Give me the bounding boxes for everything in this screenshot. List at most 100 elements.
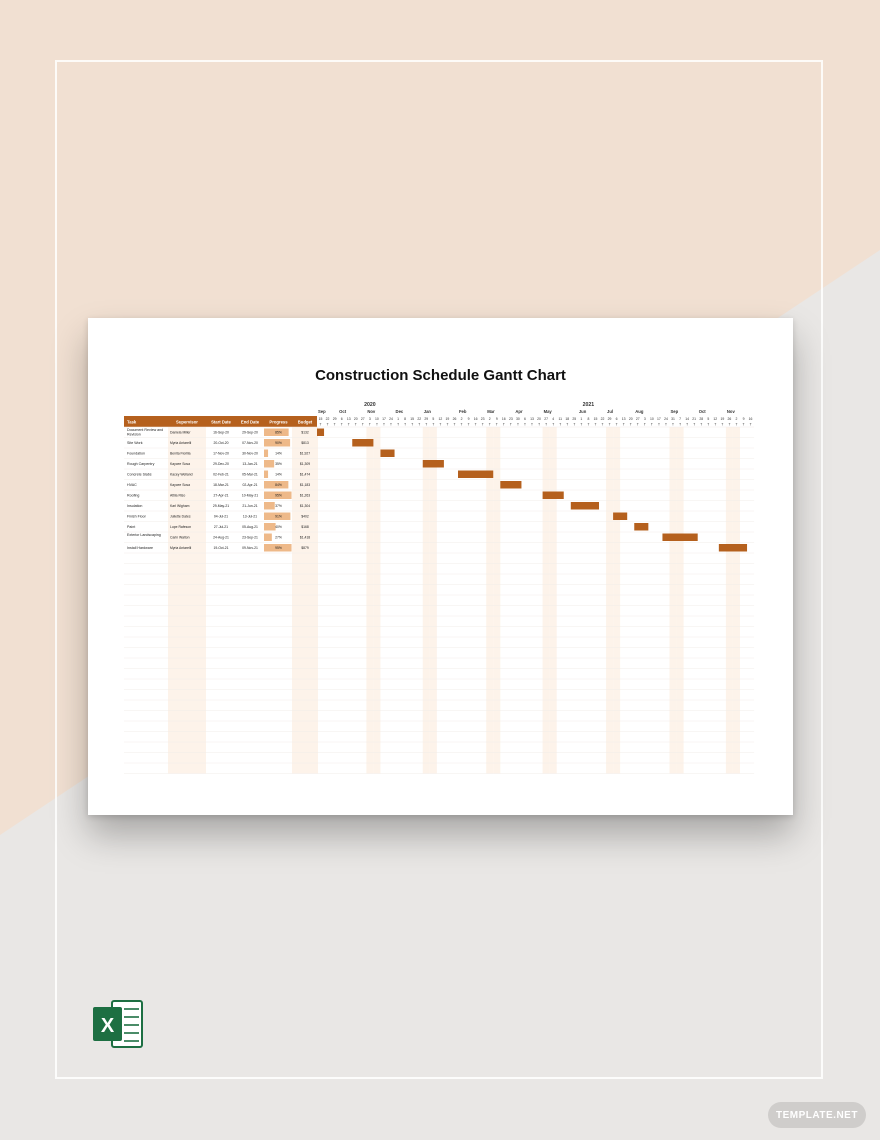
progress-bar: [264, 523, 276, 531]
timeline-day: 10: [375, 417, 379, 421]
timeline-day-initial: T: [545, 423, 547, 427]
progress-value: 14%: [275, 452, 282, 456]
start-date: 27-Apr-21: [213, 494, 228, 498]
timeline-day-initial: T: [658, 423, 660, 427]
timeline-day-initial: T: [602, 423, 604, 427]
svg-text:X: X: [101, 1015, 115, 1037]
timeline-day: 17: [657, 417, 661, 421]
timeline-month: Aug: [635, 409, 644, 414]
budget-value: $132: [301, 431, 309, 435]
budget-value: $1,263: [300, 494, 310, 498]
start-date: 16-Sep-20: [213, 431, 229, 435]
timeline-day-initial: T: [341, 423, 343, 427]
timeline-month: Oct: [699, 409, 707, 414]
progress-bar: [264, 544, 292, 552]
timeline-day-initial: T: [461, 423, 463, 427]
timeline-day-initial: T: [397, 423, 399, 427]
progress-bar: [264, 481, 289, 489]
timeline-day-initial: T: [327, 423, 329, 427]
task-name: Site Work: [127, 441, 143, 445]
timeline-month: Nov: [367, 409, 376, 414]
timeline-shaded-col: [549, 427, 557, 774]
timeline-day: 15: [319, 417, 323, 421]
timeline-day: 13: [530, 417, 534, 421]
supervisor-name: Carin Walton: [170, 536, 190, 540]
excel-icon[interactable]: X: [92, 998, 144, 1050]
timeline-day: 9: [496, 417, 498, 421]
sheet-title: Construction Schedule Gantt Chart: [315, 367, 566, 384]
timeline-day: 20: [354, 417, 358, 421]
timeline-day: 24: [389, 417, 393, 421]
timeline-day-initial: T: [418, 423, 420, 427]
timeline-day-initial: T: [411, 423, 413, 427]
timeline-day-initial: T: [665, 423, 667, 427]
timeline-day: 2: [736, 417, 738, 421]
timeline-day: 24: [664, 417, 668, 421]
supervisor-name: Myria Antarelli: [170, 441, 192, 445]
supervisor-name: Attila Riso: [170, 494, 185, 498]
timeline-day-initial: T: [609, 423, 611, 427]
timeline-day: 10: [650, 417, 654, 421]
timeline-day: 9: [743, 417, 745, 421]
task-name: Document Review and: [127, 428, 163, 432]
timeline-day: 15: [594, 417, 598, 421]
timeline-shaded-col: [542, 427, 550, 774]
timeline-day: 27: [361, 417, 365, 421]
start-date: 19-Oct-21: [213, 546, 228, 550]
table-header-cell: Progress: [269, 420, 288, 425]
timeline-day: 21: [692, 417, 696, 421]
task-name: Foundation: [127, 452, 145, 456]
timeline-day-initial: T: [735, 423, 737, 427]
timeline-day-initial: T: [425, 423, 427, 427]
timeline-day-initial: T: [510, 423, 512, 427]
gantt-bar: [458, 470, 494, 478]
supervisor-name: Kaycee Sosa: [170, 483, 190, 487]
timeline-day-initial: T: [362, 423, 364, 427]
timeline-day: 7: [679, 417, 681, 421]
gantt-bar: [352, 439, 374, 447]
timeline-shaded-col: [613, 427, 621, 774]
budget-value: $879: [301, 546, 309, 550]
brand-badge[interactable]: TEMPLATE.NET: [768, 1102, 866, 1128]
timeline-shaded-col: [493, 427, 501, 774]
start-date: 27-Jul-21: [214, 525, 228, 529]
table-header-cell: End Date: [241, 420, 260, 425]
budget-value: $402: [301, 515, 309, 519]
timeline-day: 22: [417, 417, 421, 421]
timeline-day-initial: T: [743, 423, 745, 427]
timeline-month: Nov: [727, 409, 736, 414]
table-header-cell: Budget: [298, 420, 313, 425]
timeline-day: 3: [644, 417, 646, 421]
end-date: 30-Nov-20: [242, 452, 258, 456]
start-date: 18-Mar-21: [213, 483, 229, 487]
timeline-day: 28: [699, 417, 703, 421]
timeline-month: Dec: [396, 409, 404, 414]
end-date: 13-Jul-21: [243, 515, 257, 519]
progress-bar: [264, 428, 289, 436]
timeline-day-initial: T: [651, 423, 653, 427]
progress-value: 95%: [275, 494, 282, 498]
gantt-bar: [380, 449, 395, 457]
progress-bar: [264, 512, 291, 520]
timeline-day-initial: T: [721, 423, 723, 427]
start-date: 17-Nov-20: [213, 452, 229, 456]
timeline-day: 29: [424, 417, 428, 421]
progress-bar: [264, 449, 269, 457]
timeline-day: 26: [453, 417, 457, 421]
progress-value: 37%: [275, 504, 282, 508]
timeline-day: 4: [552, 417, 554, 421]
start-date: 20-Oct-20: [213, 441, 228, 445]
gantt-table: Task Supervisor Start Date End Date Progress…: [124, 402, 755, 774]
end-date: 05-Aug-21: [242, 525, 258, 529]
timeline-day-initial: T: [594, 423, 596, 427]
gantt-bar: [662, 533, 698, 541]
timeline-day-initial: T: [630, 423, 632, 427]
table-header-cell: Supervisor: [176, 420, 198, 425]
timeline-month: Mar: [487, 409, 495, 414]
gantt-bar: [634, 523, 649, 531]
supervisor-name: Juliette Dates: [170, 515, 191, 519]
progress-value: 14%: [275, 473, 282, 477]
end-date: 09-Nov-21: [242, 546, 258, 550]
progress-bar: [264, 470, 269, 478]
timeline-day: 2: [489, 417, 491, 421]
